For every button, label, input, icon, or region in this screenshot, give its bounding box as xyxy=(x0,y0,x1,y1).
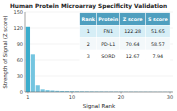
bar xyxy=(26,27,30,92)
table-cell xyxy=(146,25,170,37)
bar xyxy=(31,54,35,92)
table-text: 3 xyxy=(87,54,90,59)
x-tick-label: 30 xyxy=(167,94,173,100)
table-text: 1 xyxy=(87,29,90,34)
table-cell xyxy=(97,25,120,37)
table-header: Z score xyxy=(123,17,144,22)
table-text: 2 xyxy=(87,42,90,47)
table-cell xyxy=(80,50,97,62)
y-axis-label: Strength of Signal (Z score) xyxy=(2,15,9,88)
y-tick-label: 120 xyxy=(13,25,23,31)
table-cell xyxy=(80,25,97,37)
table-cell xyxy=(120,38,146,50)
bar xyxy=(41,89,45,92)
table-header-cell xyxy=(146,13,170,25)
table-cell xyxy=(97,50,120,62)
table-header: Protein xyxy=(98,17,118,22)
title: Human Protein Microarray Specificity Val… xyxy=(10,3,167,10)
table-text: 12.67 xyxy=(126,54,140,59)
grid-line xyxy=(25,12,173,13)
table-cell xyxy=(120,50,146,62)
table-text: SORD xyxy=(101,54,115,59)
table-header-cell xyxy=(80,13,97,25)
y-axis-line xyxy=(25,12,26,92)
table-cell xyxy=(146,38,170,50)
y-tick-label: 150 xyxy=(13,9,23,15)
chart: 0 30 60 90 120 150 1 10 20 30 Human Protein Microa… xyxy=(0,0,177,111)
table-header: Rank xyxy=(81,17,95,22)
table-header-cell xyxy=(120,13,146,25)
y-tick-label: 0 xyxy=(20,89,23,95)
table-cell xyxy=(120,25,146,37)
table-text: 58.57 xyxy=(151,42,165,47)
table-text: FN1 xyxy=(104,29,113,34)
table-text: 7.94 xyxy=(152,54,163,59)
table-text: 122.28 xyxy=(124,29,141,34)
x-tick-label: 20 xyxy=(118,94,124,100)
x-tick-label: 10 xyxy=(69,94,75,100)
x-axis-line xyxy=(25,92,173,93)
table-text: 70.64 xyxy=(126,42,140,47)
x-tick-label: 1 xyxy=(26,94,29,100)
table-cell xyxy=(80,38,97,50)
table-text: PD-L1 xyxy=(101,42,115,47)
y-tick-label: 30 xyxy=(17,73,23,79)
x-axis-label: Signal Rank xyxy=(83,103,116,110)
table: RankProtein Z score S score 1 FN1 122.28 51.65… xyxy=(80,13,170,63)
table-cell xyxy=(97,38,120,50)
bar xyxy=(36,85,40,92)
table-header-cell xyxy=(97,13,120,25)
table-header: S score xyxy=(148,17,168,22)
y-tick-label: 90 xyxy=(17,41,23,47)
grid-line xyxy=(25,76,173,77)
y-tick-label: 60 xyxy=(17,57,23,63)
table-text: 51.65 xyxy=(151,29,165,34)
table-cell xyxy=(146,50,170,62)
